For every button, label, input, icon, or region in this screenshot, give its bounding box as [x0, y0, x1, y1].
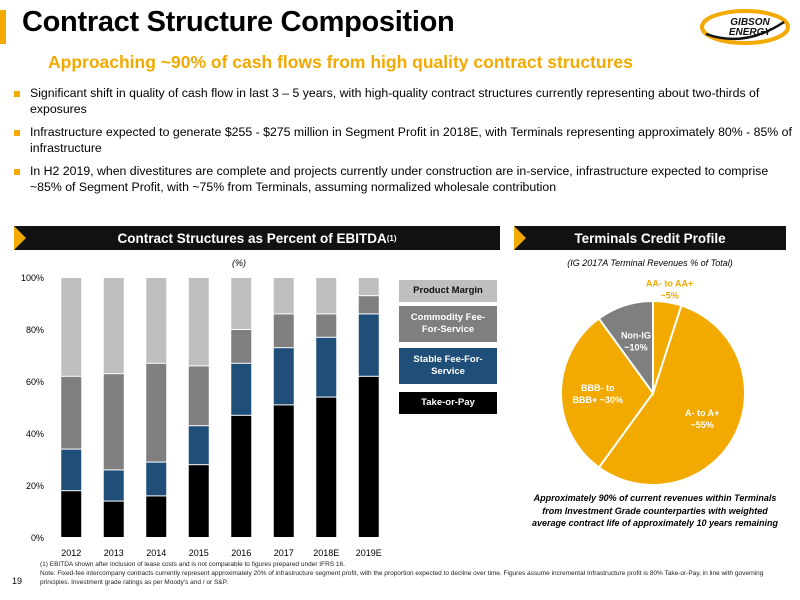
pie-chart-subtitle: (IG 2017A Terminal Revenues % of Total): [567, 258, 733, 268]
x-tick-label: 2016: [231, 548, 251, 558]
header-accent-triangle: [514, 226, 526, 250]
page-number: 19: [12, 576, 23, 586]
bar-segment: [316, 314, 337, 337]
bar-segment: [231, 415, 252, 537]
bar-segment: [273, 314, 294, 348]
y-tick-label: 40%: [26, 429, 44, 439]
x-tick-label: 2019E: [356, 548, 382, 558]
bullet-marker: [14, 91, 20, 97]
bar-segment: [188, 366, 209, 426]
footnote-note: Note: Fixed-fee intercompany contracts c…: [40, 570, 764, 586]
footnote-1: (1) EBITDA shown after inclusion of leas…: [40, 561, 345, 568]
bar-chart-unit: (%): [232, 258, 246, 268]
bar-segment: [231, 363, 252, 415]
pie-slice-label: AA- to AA+: [646, 280, 693, 288]
header-accent-triangle: [14, 226, 26, 250]
pie-chart-header-text: Terminals Credit Profile: [574, 230, 726, 246]
bar-segment: [146, 363, 167, 462]
bar-segment: [103, 374, 124, 470]
legend-take-or-pay: Take-or-Pay: [399, 392, 497, 414]
bullet-text: Infrastructure expected to generate $255…: [30, 125, 792, 155]
bullet-list: Significant shift in quality of cash flo…: [14, 86, 792, 203]
bar-chart-header: Contract Structures as Percent of EBITDA…: [14, 226, 500, 250]
logo-text-energy: ENERGY: [729, 27, 773, 38]
bar-segment: [61, 491, 82, 537]
terminals-note: Approximately 90% of current revenues wi…: [531, 493, 779, 528]
bar-segment: [273, 405, 294, 537]
page-title: Contract Structure Composition: [22, 6, 455, 38]
bar-segment: [273, 348, 294, 405]
bar-chart-header-footnote-ref: (1): [386, 233, 397, 243]
legend-label: Product Margin: [413, 285, 483, 296]
legend-label: Stable Fee-For-Service: [413, 354, 483, 377]
page-subtitle: Approaching ~90% of cash flows from high…: [48, 52, 633, 72]
bar-segment: [316, 278, 337, 314]
pie-slice-label: BBB- to: [581, 383, 615, 393]
bar-segment: [316, 397, 337, 537]
bar-segment: [358, 296, 379, 314]
legend-label: Commodity Fee-For-Service: [410, 312, 486, 335]
bar-segment: [358, 314, 379, 376]
y-tick-label: 80%: [26, 325, 44, 335]
stacked-bar-chart: 0% 20% 40% 60% 80% 100% 2012 2013 2014 2015 2016 20…: [21, 273, 382, 558]
x-tick-label: 2015: [189, 548, 209, 558]
bar-segment: [61, 278, 82, 376]
bullet-item: In H2 2019, when divestitures are comple…: [14, 164, 792, 195]
pie-slice-value: ~10%: [624, 343, 647, 353]
bullet-item: Significant shift in quality of cash flo…: [14, 86, 792, 117]
bar-segment: [146, 496, 167, 537]
pie-slice-label: Non-IG: [621, 331, 651, 341]
pie-slice-label: A- to A+: [685, 408, 719, 418]
bar-segment: [61, 376, 82, 449]
bar-segment: [188, 426, 209, 465]
bar-segment: [273, 278, 294, 314]
bar-chart-header-text: Contract Structures as Percent of EBITDA: [117, 230, 387, 246]
bar-segment: [146, 278, 167, 363]
x-tick-label: 2017: [274, 548, 294, 558]
bullet-marker: [14, 169, 20, 175]
bullet-marker: [14, 130, 20, 136]
bullet-text: In H2 2019, when divestitures are comple…: [30, 164, 769, 194]
legend-stable: Stable Fee-For-Service: [399, 348, 497, 384]
y-tick-label: 100%: [21, 273, 44, 283]
bar-segment: [103, 470, 124, 501]
bullet-item: Infrastructure expected to generate $255…: [14, 125, 792, 156]
pie-slice: [560, 317, 655, 469]
footnotes: (1) EBITDA shown after inclusion of leas…: [40, 560, 780, 587]
bar-segment: [231, 278, 252, 329]
bar-segment: [358, 278, 379, 296]
pie-slice: [597, 304, 746, 485]
pie-slice-value: ~55%: [691, 420, 714, 430]
bar-segment: [231, 330, 252, 363]
bar-segment: [146, 462, 167, 496]
gibson-energy-logo: GIBSON ENERGY: [700, 9, 790, 45]
x-tick-label: 2013: [104, 548, 124, 558]
legend-product-margin: Product Margin: [399, 280, 497, 302]
bar-segment: [103, 278, 124, 374]
x-tick-label: 2012: [61, 548, 81, 558]
y-tick-label: 20%: [26, 481, 44, 491]
bullet-text: Significant shift in quality of cash flo…: [30, 86, 760, 116]
credit-profile-pie-chart: AA- to AA+ ~5% A- to A+ ~55% BBB- to BBB+ ~30…: [560, 280, 746, 485]
y-tick-label: 60%: [26, 377, 44, 387]
legend-label: Take-or-Pay: [421, 397, 475, 408]
bar-segment: [188, 465, 209, 537]
pie-slice-value: BBB+ ~30%: [573, 395, 624, 405]
legend-commodity: Commodity Fee-For-Service: [399, 306, 497, 342]
title-accent-bar: [0, 10, 6, 44]
bar-segment: [316, 337, 337, 397]
logo-text-gibson: GIBSON: [730, 17, 770, 28]
pie-slice: [597, 299, 654, 397]
pie-slice-value: ~5%: [660, 290, 678, 300]
bar-segment: [61, 449, 82, 491]
bar-segment: [103, 501, 124, 537]
bar-segment: [188, 278, 209, 366]
pie-chart-header: Terminals Credit Profile: [514, 226, 786, 250]
bar-segment: [358, 376, 379, 537]
y-tick-label: 0%: [31, 533, 44, 543]
x-tick-label: 2014: [146, 548, 166, 558]
x-tick-label: 2018E: [313, 548, 339, 558]
